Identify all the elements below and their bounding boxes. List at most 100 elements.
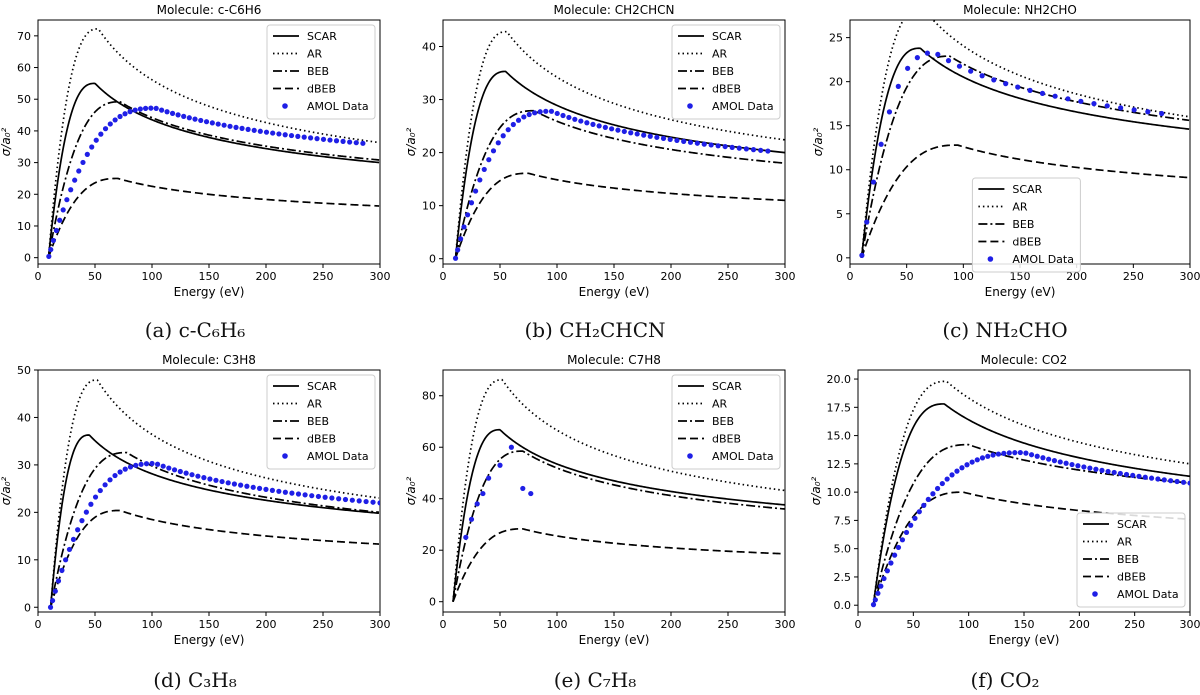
x-tick-label: 200 (256, 270, 277, 283)
amol-data-point (92, 494, 99, 500)
amol-data-point (239, 125, 245, 131)
amol-data-point (76, 168, 82, 174)
amol-data-point (356, 498, 362, 504)
amol-data-point (1078, 98, 1084, 104)
y-tick-label: 40 (422, 41, 436, 54)
amol-data-point (181, 113, 187, 119)
chart-4: Molecule: C7H8 0 50 100 150 200 250 300 0 20 40 60 8… (404, 353, 796, 647)
amol-data-point (213, 477, 219, 483)
y-tick-label: 0 (429, 253, 436, 266)
chart-0: Molecule: c-C6H6 0 50 100 150 200 250 300 0 10 20 3… (0, 3, 391, 299)
amol-data-point (53, 227, 60, 234)
amol-data-point (1006, 450, 1012, 456)
amol-data-point (327, 137, 333, 143)
amol-data-point (309, 493, 315, 499)
amol-data-point (864, 219, 870, 225)
y-tick-label: 0 (24, 601, 31, 614)
x-tick-label: 250 (1123, 270, 1144, 283)
series-ar-line (47, 28, 380, 258)
x-tick-label: 0 (440, 618, 447, 631)
series-dbeb-line (454, 172, 785, 259)
y-tick-label: 15 (829, 120, 843, 133)
amol-data-point (1161, 477, 1167, 483)
amol-data-point (505, 127, 511, 133)
amol-data-point (463, 534, 469, 540)
amol-data-point (916, 509, 922, 515)
amol-data-point (480, 490, 486, 497)
amol-data-point (945, 58, 952, 64)
legend-label: BEB (1012, 218, 1034, 231)
y-tick-label: 2.5 (834, 571, 852, 584)
amol-data-point (722, 143, 728, 150)
amol-data-point (878, 583, 884, 589)
amol-data-point (912, 515, 918, 521)
amol-data-point (870, 179, 877, 185)
amol-data-point (979, 73, 985, 79)
amol-data-point (694, 140, 700, 146)
amol-data-point (50, 237, 56, 244)
amol-data-point (468, 516, 475, 522)
amol-data-point (750, 147, 757, 153)
amol-data-point (884, 568, 890, 574)
amol-data-point (508, 444, 514, 450)
amol-data-point (995, 451, 1002, 457)
amol-data-point (314, 136, 320, 142)
y-tick-label: 5 (836, 208, 843, 221)
amol-data-point (295, 133, 301, 139)
y-tick-label: 50 (17, 364, 31, 377)
legend-label: SCAR (307, 380, 337, 393)
amol-data-point (949, 472, 955, 478)
x-tick-label: 100 (142, 618, 163, 631)
x-axis-label: Energy (eV) (579, 633, 650, 647)
amol-data-point (57, 217, 63, 223)
amol-data-point (1130, 472, 1136, 479)
amol-data-point (315, 493, 322, 500)
amol-data-point (474, 501, 480, 507)
amol-data-point (112, 472, 118, 479)
legend-box (1076, 512, 1186, 608)
amol-data-point (886, 109, 893, 115)
x-tick-label: 150 (1014, 618, 1035, 631)
amol-data-point (872, 597, 878, 603)
amol-data-point (477, 177, 483, 183)
amol-data-point (979, 455, 986, 461)
amol-data-point (1023, 450, 1029, 456)
amol-data-point (68, 187, 74, 193)
legend-label: AMOL Data (1012, 253, 1074, 266)
amol-data-point (98, 131, 104, 137)
amol-data-point (295, 491, 302, 497)
legend-label: AR (307, 398, 323, 411)
legend-label: SCAR (712, 380, 742, 393)
amol-data-point (1052, 93, 1058, 99)
x-tick-label: 150 (199, 618, 220, 631)
amol-data-point (486, 157, 492, 163)
amol-data-point (736, 145, 742, 151)
amol-data-point (127, 464, 134, 470)
amol-data-point (954, 468, 960, 474)
amol-data-point (263, 129, 270, 135)
legend-label: AR (712, 398, 728, 411)
x-tick-label: 300 (1180, 270, 1200, 283)
series-ar-line (452, 378, 785, 602)
amol-data-point (520, 485, 526, 492)
amol-data-point (55, 578, 62, 584)
amol-data-point (97, 487, 103, 494)
amol-data-point (660, 135, 667, 142)
amol-data-point (107, 477, 113, 483)
amol-data-point (515, 117, 522, 123)
legend-label: BEB (307, 65, 329, 78)
amol-data-point (149, 460, 155, 467)
amol-data-point (708, 142, 714, 148)
amol-data-point (219, 478, 225, 485)
amol-data-point (578, 118, 584, 124)
amol-data-point (322, 494, 328, 500)
y-tick-label: 60 (422, 441, 436, 454)
x-tick-label: 150 (604, 618, 625, 631)
amol-data-point (968, 68, 974, 74)
x-tick-label: 0 (440, 270, 447, 283)
amol-data-point (370, 499, 376, 505)
amol-data-point (340, 138, 346, 144)
y-tick-label: 10 (829, 164, 843, 177)
amol-data-point (47, 604, 54, 610)
